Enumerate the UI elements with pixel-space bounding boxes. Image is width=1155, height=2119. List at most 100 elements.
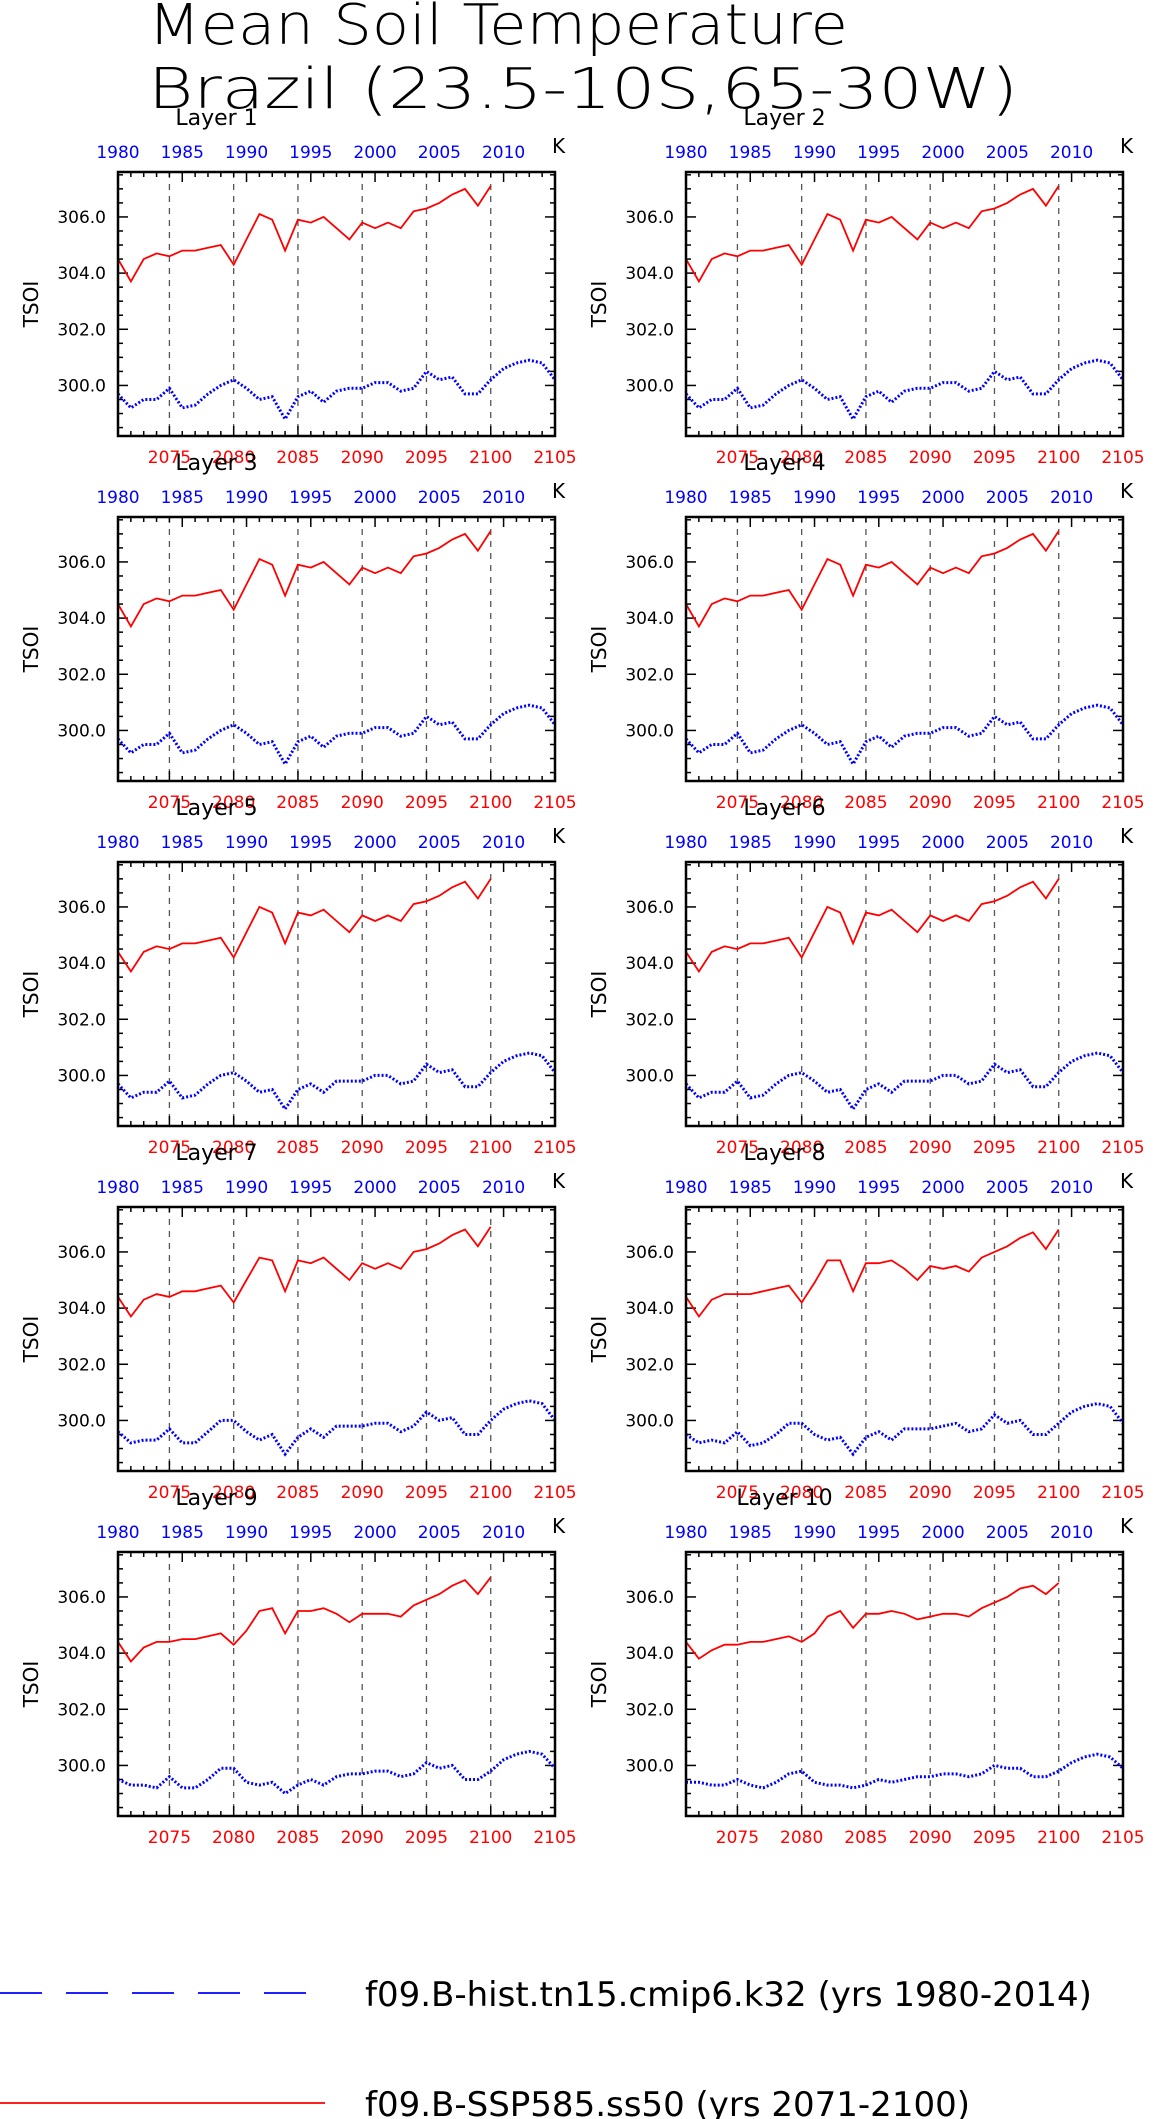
x-bottom-tick-label: 2085 — [276, 1138, 319, 1158]
x-bottom-tick-label: 2085 — [276, 1483, 319, 1503]
x-top-tick-label: 2000 — [921, 1178, 964, 1198]
y-axis-label: TSOI — [19, 1661, 43, 1709]
x-top-tick-label: 2000 — [353, 1178, 396, 1198]
x-bottom-tick-label: 2075 — [716, 1828, 759, 1848]
x-bottom-tick-label: 2075 — [148, 1483, 191, 1503]
x-top-tick-label: 2005 — [418, 488, 461, 508]
x-top-tick-label: 2005 — [418, 833, 461, 853]
x-bottom-tick-label: 2100 — [469, 1483, 512, 1503]
x-bottom-tick-label: 2095 — [405, 1138, 448, 1158]
plot-frame — [684, 1205, 1125, 1473]
x-bottom-tick-label: 2095 — [405, 1483, 448, 1503]
x-bottom-tick-label: 2100 — [469, 1138, 512, 1158]
x-top-tick-label: 1995 — [289, 1178, 332, 1198]
x-bottom-tick-label: 2080 — [780, 1483, 823, 1503]
x-bottom-tick-label: 2095 — [405, 793, 448, 813]
ssp-series-line — [117, 530, 492, 629]
x-top-tick-label: 1980 — [664, 143, 707, 163]
x-bottom-tick-label: 2090 — [341, 448, 384, 468]
y-tick-label: 302.0 — [625, 1355, 674, 1375]
x-top-tick-label: 1995 — [857, 1523, 900, 1543]
hist-series-line — [685, 1402, 1125, 1457]
plot-frame — [116, 1550, 557, 1818]
x-top-tick-label: 2010 — [482, 1178, 525, 1198]
panel-3: Layer 3 K TSOI 2075 2080 2085 2090 2095 2100 2105… — [19, 451, 577, 813]
y-tick-label: 304.0 — [625, 954, 674, 974]
x-top-tick-label: 1990 — [225, 833, 268, 853]
y-tick-label: 306.0 — [57, 208, 106, 228]
x-bottom-tick-label: 2075 — [716, 1138, 759, 1158]
x-bottom-tick-label: 2085 — [844, 1138, 887, 1158]
panel-title: Layer 2 — [743, 106, 825, 131]
y-axis-label: TSOI — [587, 1661, 611, 1709]
x-bottom-tick-label: 2080 — [780, 1138, 823, 1158]
x-top-tick-label: 1980 — [96, 833, 139, 853]
y-tick-label: 306.0 — [625, 553, 674, 573]
x-bottom-tick-label: 2100 — [469, 1828, 512, 1848]
x-top-tick-label: 1980 — [664, 1178, 707, 1198]
x-bottom-tick-label: 2080 — [212, 793, 255, 813]
x-bottom-tick-label: 2080 — [212, 1138, 255, 1158]
panel-title: Layer 5 — [175, 796, 257, 821]
panel-title: Layer 7 — [175, 1141, 257, 1166]
x-top-tick-label: 2010 — [1050, 833, 1093, 853]
plot-frame — [116, 860, 557, 1128]
x-bottom-tick-label: 2105 — [1101, 793, 1144, 813]
figure-title-line1: Mean Soil Temperature — [148, 0, 848, 58]
y-axis-label: TSOI — [587, 626, 611, 674]
x-top-tick-label: 2005 — [418, 1178, 461, 1198]
x-bottom-tick-label: 2100 — [1037, 1828, 1080, 1848]
x-bottom-tick-label: 2105 — [533, 448, 576, 468]
x-bottom-tick-label: 2100 — [1037, 1138, 1080, 1158]
y-tick-label: 300.0 — [625, 376, 674, 396]
panel-title: Layer 6 — [743, 796, 825, 821]
x-top-tick-label: 1990 — [225, 1523, 268, 1543]
panel-7: Layer 7 K TSOI 2075 2080 2085 2090 2095 2100 2105… — [19, 1141, 577, 1503]
x-top-tick-label: 1995 — [857, 1178, 900, 1198]
panels-grid: Layer 1 K TSOI 2075 2080 2085 2090 2095 2100 2105… — [19, 106, 1145, 1848]
y-tick-label: 300.0 — [57, 1066, 106, 1086]
x-bottom-tick-label: 2080 — [212, 448, 255, 468]
y-tick-label: 300.0 — [625, 721, 674, 741]
legend-label-1: f09.B-hist.tn15.cmip6.k32 (yrs 1980-2014… — [365, 1975, 1092, 2015]
hist-series-line — [117, 1749, 557, 1796]
hist-series-line — [684, 703, 1125, 768]
x-top-tick-label: 2000 — [921, 833, 964, 853]
x-top-tick-label: 1985 — [161, 488, 204, 508]
x-top-tick-label: 1985 — [161, 143, 204, 163]
x-top-tick-label: 1990 — [225, 143, 268, 163]
x-bottom-tick-label: 2105 — [1101, 1828, 1144, 1848]
panel-title: Layer 10 — [736, 1486, 832, 1511]
y-tick-label: 306.0 — [57, 553, 106, 573]
x-bottom-tick-label: 2080 — [780, 448, 823, 468]
ssp-series-line — [685, 530, 1060, 629]
x-bottom-tick-label: 2090 — [909, 1483, 952, 1503]
x-top-tick-label: 1980 — [96, 1523, 139, 1543]
x-top-tick-label: 2000 — [353, 833, 396, 853]
y-tick-label: 306.0 — [625, 208, 674, 228]
x-top-tick-label: 1985 — [161, 1523, 204, 1543]
panel-1: Layer 1 K TSOI 2075 2080 2085 2090 2095 2100 2105… — [19, 106, 577, 468]
y-tick-label: 306.0 — [57, 1243, 106, 1263]
y-axis-label: TSOI — [19, 971, 43, 1019]
y-tick-label: 306.0 — [625, 1243, 674, 1263]
ssp-series-line — [685, 1229, 1060, 1319]
y-tick-label: 304.0 — [57, 954, 106, 974]
x-top-tick-label: 2000 — [353, 488, 396, 508]
x-top-tick-label: 2010 — [1050, 1178, 1093, 1198]
x-bottom-tick-label: 2095 — [973, 793, 1016, 813]
x-top-tick-label: 1980 — [96, 143, 139, 163]
y-tick-label: 300.0 — [625, 1756, 674, 1776]
hist-series-line — [686, 1752, 1124, 1790]
panel-10: Layer 10 K TSOI 2075 2080 2085 2090 2095 2100 210… — [587, 1486, 1145, 1848]
x-bottom-tick-label: 2075 — [716, 1483, 759, 1503]
y-tick-label: 304.0 — [625, 1644, 674, 1664]
x-top-tick-label: 1990 — [793, 488, 836, 508]
panel-8: Layer 8 K TSOI 2075 2080 2085 2090 2095 2100 2105… — [587, 1141, 1145, 1503]
y-axis-label: TSOI — [587, 971, 611, 1019]
y-tick-label: 302.0 — [57, 1355, 106, 1375]
units-label: K — [1120, 824, 1134, 848]
x-bottom-tick-label: 2105 — [533, 1138, 576, 1158]
x-bottom-tick-label: 2090 — [909, 448, 952, 468]
x-top-tick-label: 1985 — [729, 143, 772, 163]
